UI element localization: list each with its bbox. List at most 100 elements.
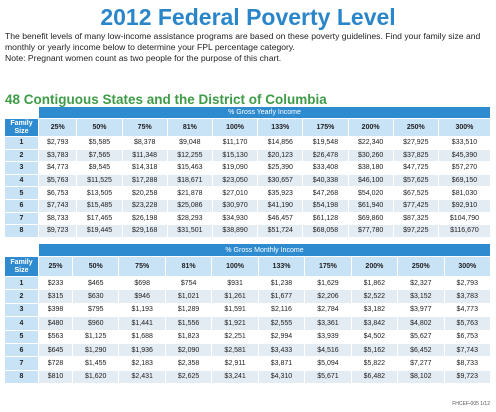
income-cell: $25,086 [167, 199, 212, 212]
column-header: 81% [167, 119, 212, 136]
income-cell: $57,270 [451, 164, 478, 172]
income-cell: $3,842 [351, 317, 398, 330]
income-cell: $11,170 [222, 139, 248, 147]
income-cell: $11,525 [77, 174, 122, 187]
column-header: 100% [212, 119, 258, 136]
family-size: 5 [5, 330, 38, 343]
income-cell: $18,671 [167, 174, 212, 187]
column-header: 175% [303, 119, 348, 136]
income-cell: $5,162 [351, 343, 398, 357]
header-row: Family Size 25% 50% 75% 81% 100% 133% 175% 200% 2… [5, 257, 490, 276]
income-cell: $630 [73, 290, 119, 303]
income-cell: $2,090 [165, 343, 212, 357]
income-cell: $30,260 [348, 149, 393, 162]
column-header: 75% [122, 119, 167, 136]
column-header: 250% [398, 257, 444, 276]
income-cell: $1,677 [258, 290, 305, 303]
income-cell: $6,482 [351, 370, 398, 384]
blank-cell [5, 107, 38, 118]
income-cell: $14,856 [267, 139, 293, 147]
family-size: 8 [5, 225, 38, 237]
income-cell: $2,183 [131, 360, 153, 368]
income-cell: $1,289 [177, 306, 200, 314]
income-cell: $21,878 [177, 189, 203, 197]
income-cell: $69,150 [438, 174, 490, 187]
income-cell: $2,555 [258, 317, 305, 330]
income-cell: $2,522 [351, 290, 398, 303]
income-cell: $8,378 [133, 139, 156, 147]
income-cell: $7,565 [77, 149, 122, 162]
income-cell: $4,773 [46, 164, 69, 172]
income-cell: $30,970 [212, 199, 258, 212]
income-cell: $1,441 [119, 317, 165, 330]
income-cell: $47,268 [312, 189, 339, 197]
income-cell: $2,116 [271, 306, 292, 314]
income-cell: $54,020 [357, 189, 384, 197]
income-cell: $26,198 [132, 214, 158, 222]
blank-cell [5, 244, 38, 256]
income-cell: $1,688 [131, 333, 153, 341]
income-cell: $9,723 [444, 370, 490, 384]
income-cell: $87,325 [403, 214, 429, 222]
income-cell: $7,743 [39, 199, 77, 212]
income-cell: $3,783 [39, 149, 77, 162]
table-row: 3 $4,773 $9,545 $14,318 $15,463 $19,090 $25,39… [5, 162, 490, 174]
column-header: 50% [73, 257, 119, 276]
income-cell: $1,936 [119, 343, 165, 357]
income-cell: $5,763 [444, 317, 490, 330]
column-header: 50% [77, 119, 122, 136]
family-size: 4 [5, 174, 38, 187]
income-cell: $3,871 [270, 360, 293, 368]
table-row: 7 $8,733 $17,465 $26,198 $28,293 $34,930 $46,4… [5, 212, 490, 225]
column-header: 200% [348, 119, 393, 136]
income-cell: $17,465 [86, 214, 113, 222]
income-cell: $2,206 [305, 290, 351, 303]
income-cell: $4,773 [456, 306, 478, 314]
income-cell: $37,825 [393, 149, 438, 162]
title: 2012 Federal Poverty Level [100, 4, 396, 30]
column-header: 250% [393, 119, 438, 136]
income-cell: $12,255 [167, 149, 212, 162]
income-cell: $1,823 [177, 333, 200, 341]
income-cell: $2,431 [119, 370, 165, 384]
column-header: 100% [212, 257, 258, 276]
table-row: 4 $5,763 $11,525 $17,288 $18,671 $23,050 $30,6… [5, 174, 490, 187]
family-size: 5 [5, 187, 38, 199]
income-cell: $3,977 [410, 306, 432, 314]
income-cell: $11,348 [122, 149, 167, 162]
income-cell: $5,763 [39, 174, 77, 187]
income-cell: $9,048 [179, 139, 201, 147]
family-size: 6 [5, 343, 38, 357]
income-cell: $25,390 [267, 164, 293, 172]
yearly-table: % Gross Yearly Income Family Size 25% 50% 75… [4, 106, 491, 238]
income-cell: $2,251 [224, 333, 246, 341]
income-cell: $645 [39, 343, 73, 357]
column-header: 75% [119, 257, 165, 276]
income-cell: $61,128 [312, 214, 339, 222]
column-header: Family Size [5, 257, 38, 276]
column-header: 133% [258, 257, 305, 276]
income-cell: $3,783 [444, 290, 490, 303]
income-cell: $40,338 [303, 174, 348, 187]
table-row: 1 $233 $465 $698 $754 $931 $1,238 $1,629 $1,862 $… [5, 277, 490, 290]
income-cell: $233 [47, 279, 64, 287]
income-cell: $34,930 [222, 214, 248, 222]
income-cell: $795 [87, 306, 104, 314]
family-size: 7 [5, 357, 38, 370]
income-cell: $3,939 [317, 333, 339, 341]
income-cell: $46,100 [348, 174, 393, 187]
caption-row: % Gross Yearly Income [5, 107, 490, 118]
income-cell: $28,293 [177, 214, 203, 222]
column-header: 25% [39, 119, 77, 136]
income-cell: $9,723 [39, 225, 77, 237]
income-cell: $1,921 [212, 317, 258, 330]
income-cell: $77,425 [393, 199, 438, 212]
column-header: 25% [39, 257, 73, 276]
column-header: 300% [438, 119, 490, 136]
income-cell: $116,670 [438, 225, 490, 237]
income-cell: $563 [47, 333, 64, 341]
income-cell: $5,822 [363, 360, 386, 368]
table-row: 2 $3,783 $7,565 $11,348 $12,255 $15,130 $20,12… [5, 149, 490, 162]
income-cell: $2,911 [224, 360, 246, 368]
income-cell: $1,556 [165, 317, 212, 330]
